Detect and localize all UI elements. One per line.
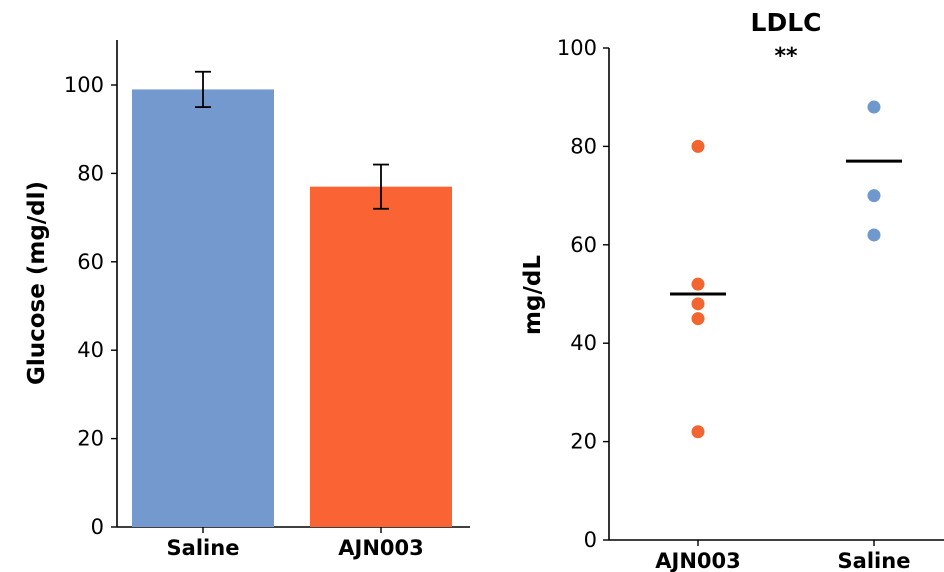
x-tick-label: AJN003 xyxy=(338,536,423,560)
bar-ajn003 xyxy=(310,186,452,527)
data-point-saline xyxy=(867,100,881,114)
right-chart-title: LDLC xyxy=(751,8,822,37)
y-tick-label: 60 xyxy=(77,250,104,274)
data-point-saline xyxy=(867,228,881,242)
y-tick-label: 80 xyxy=(570,134,597,158)
bar-saline xyxy=(132,89,274,528)
data-point-ajn003 xyxy=(691,277,705,291)
data-point-ajn003 xyxy=(691,139,705,153)
left-y-axis-label: Glucose (mg/dl) xyxy=(24,181,50,385)
data-point-ajn003 xyxy=(691,425,705,439)
y-tick-label: 60 xyxy=(570,233,597,257)
x-tick-label: Saline xyxy=(167,536,240,560)
x-tick-label: AJN003 xyxy=(655,549,740,572)
x-tick-label: Saline xyxy=(838,549,911,572)
y-tick-label: 100 xyxy=(64,73,104,97)
y-tick-label: 0 xyxy=(91,515,104,539)
y-tick-label: 20 xyxy=(570,430,597,454)
right-y-axis-label: mg/dL xyxy=(520,255,546,335)
y-tick-label: 20 xyxy=(77,427,104,451)
y-tick-label: 0 xyxy=(584,528,597,552)
y-tick-label: 80 xyxy=(77,161,104,185)
data-point-ajn003 xyxy=(691,312,705,326)
y-tick-label: 100 xyxy=(557,36,597,60)
ldlc-scatter-chart: LDLC ** 0 20 40 60 80 100 AJN003 Saline mg/dL xyxy=(520,8,944,572)
y-tick-label: 40 xyxy=(570,331,597,355)
data-point-ajn003 xyxy=(691,297,705,311)
y-tick-label: 40 xyxy=(77,338,104,362)
glucose-bar-chart: 0 20 40 60 80 100 Saline AJN003 Glucose (mg/dl… xyxy=(24,40,470,560)
significance-annotation: ** xyxy=(774,44,798,69)
data-point-saline xyxy=(867,189,881,203)
